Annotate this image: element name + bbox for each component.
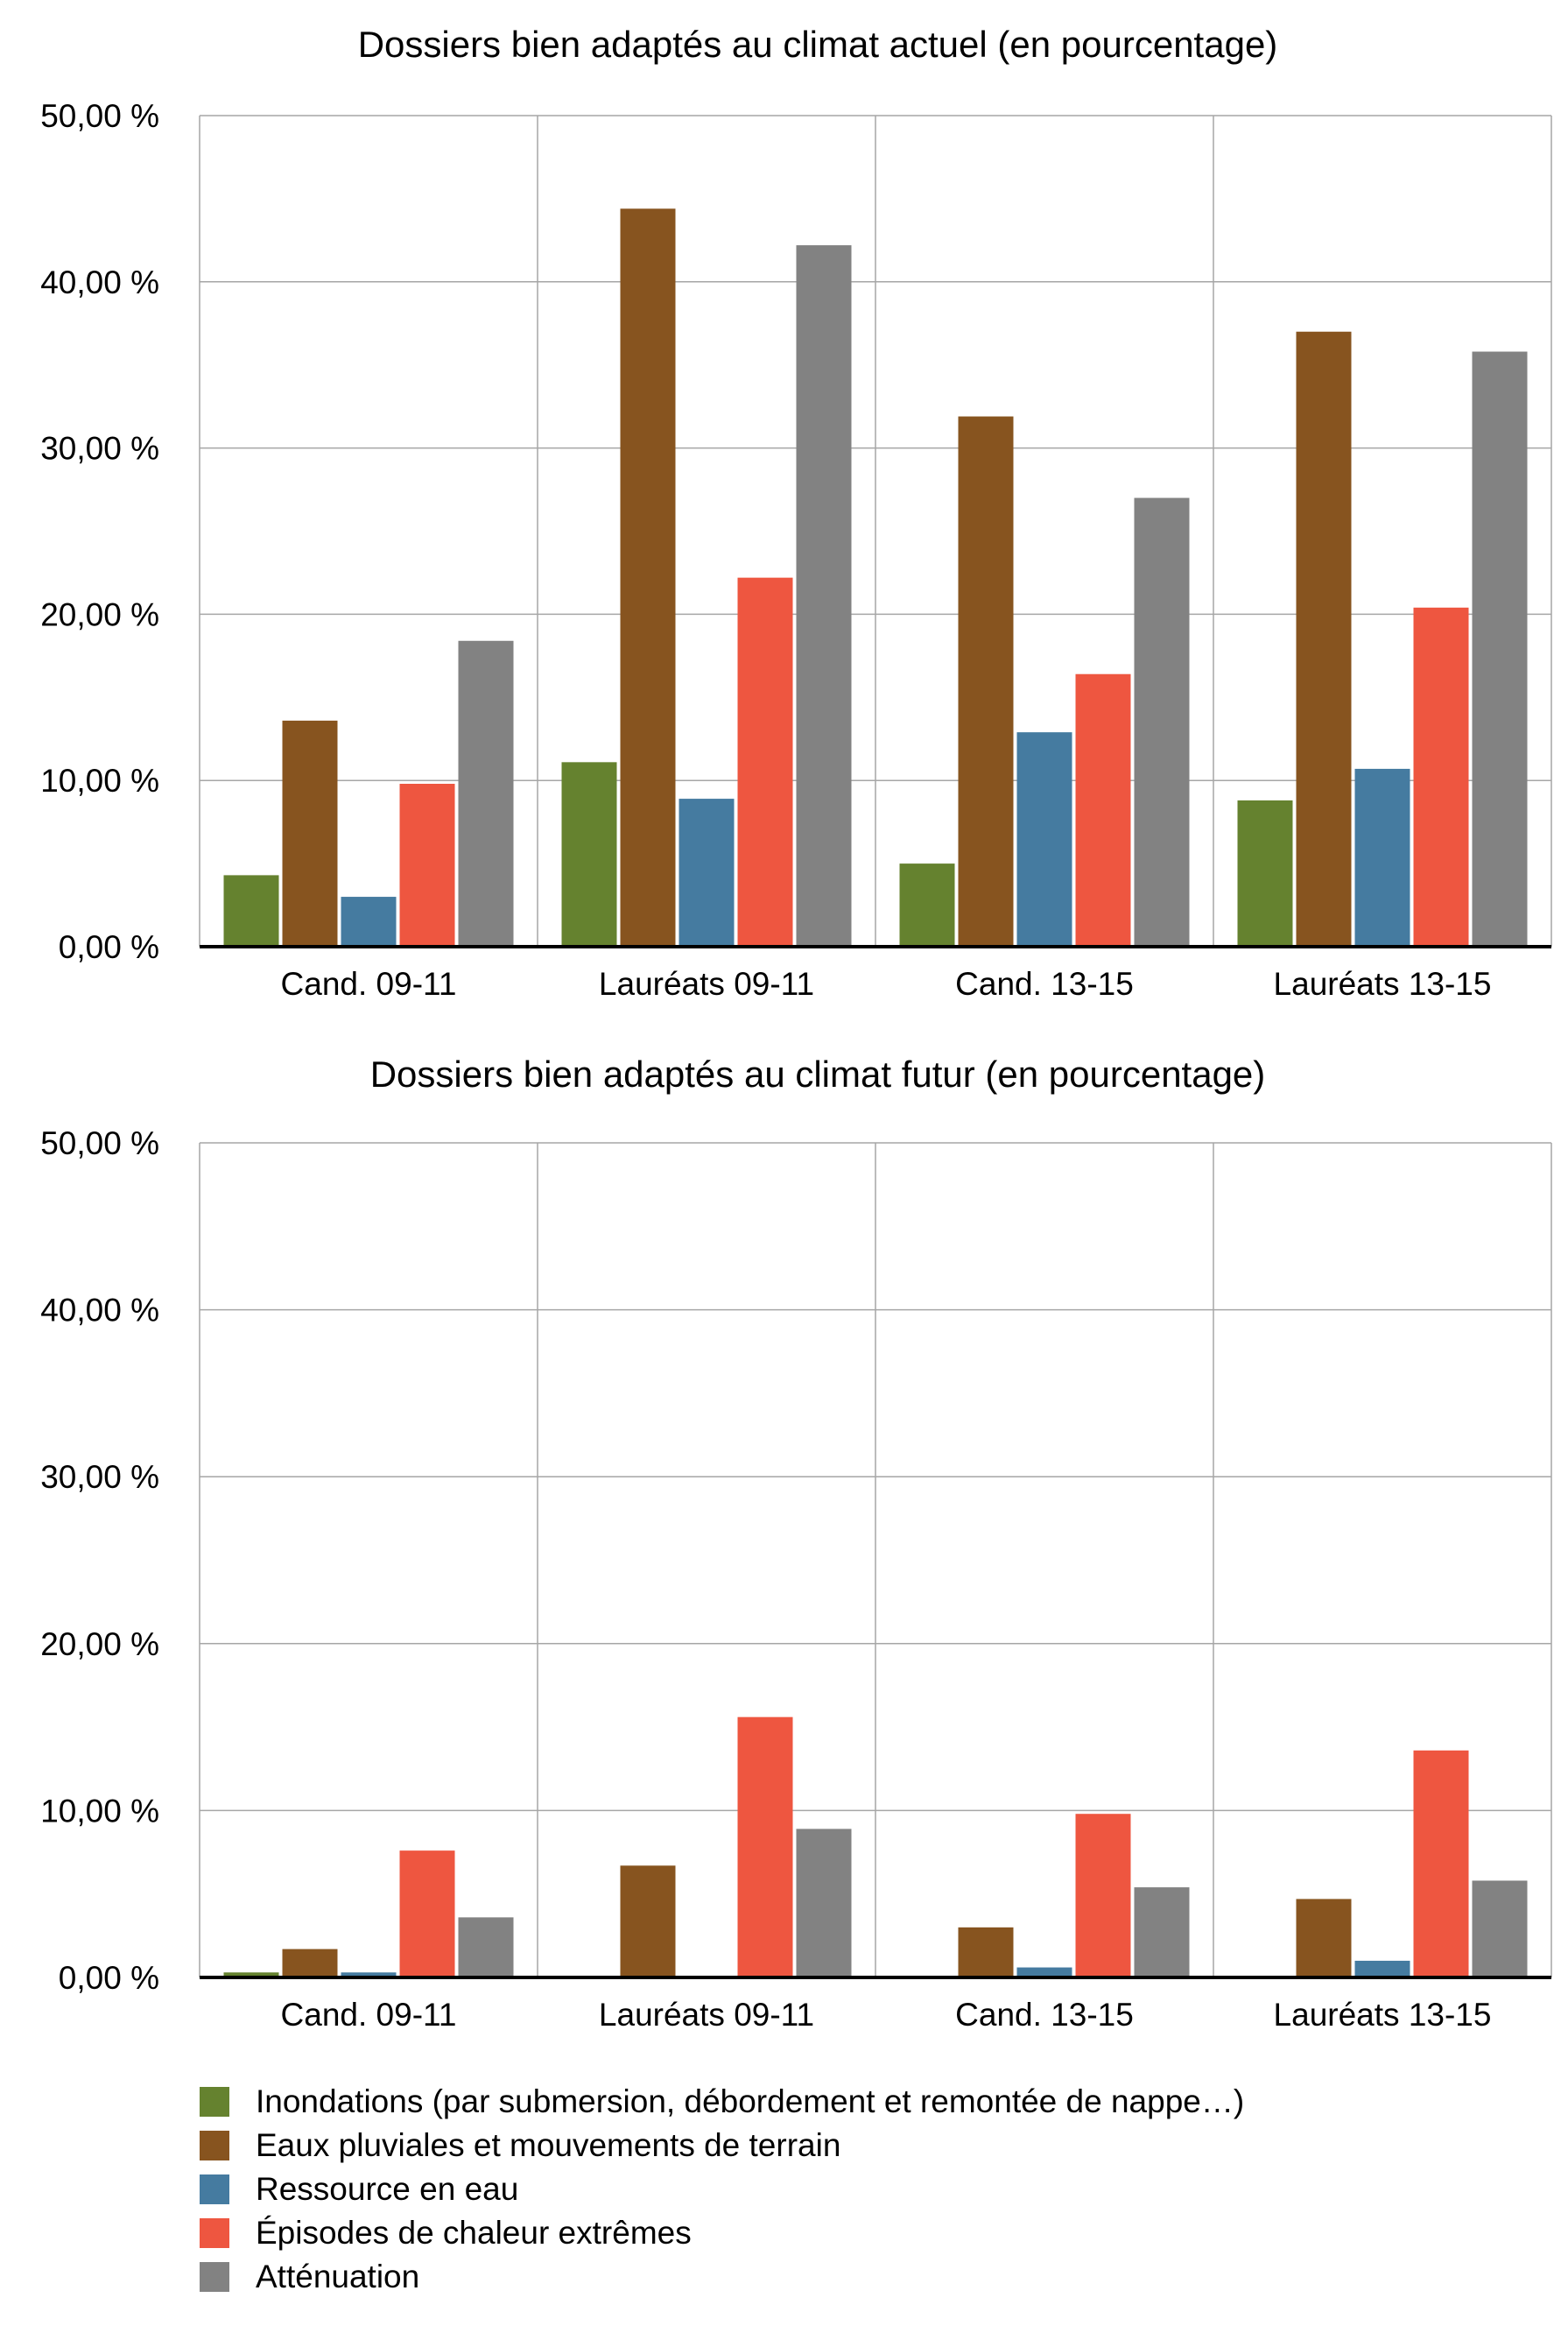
legend-label-attenuation: Atténuation: [256, 2259, 420, 2294]
chart1-y-tick-label: 20,00 %: [40, 596, 159, 632]
chart1-bar-cand-09-11-series-4: [399, 783, 455, 947]
legend-item-eaux-pluviales: Eaux pluviales et mouvements de terrain: [200, 2124, 1244, 2167]
chart2-bar-laureats-09-11-series-2: [620, 1865, 676, 1977]
chart1-bar-laureats-13-15-series-1: [1237, 800, 1293, 947]
legend-swatch-attenuation: [200, 2262, 229, 2292]
chart1-y-tick-label: 30,00 %: [40, 431, 159, 467]
chart2-bar-laureats-13-15-series-5: [1472, 1880, 1528, 1977]
chart2-bar-cand-09-11-series-1: [223, 1972, 279, 1977]
chart1-bar-cand-13-15-series-2: [958, 416, 1014, 948]
chart2-y-tick-label: 0,00 %: [59, 1960, 159, 1996]
legend-item-attenuation: Atténuation: [200, 2255, 1244, 2299]
chart2-x-category-label: Lauréats 09-11: [599, 1997, 814, 2033]
chart1-bar-cand-09-11-series-1: [223, 875, 279, 947]
chart1-x-category-label: Lauréats 09-11: [599, 966, 814, 1002]
chart1-bar-laureats-09-11-series-2: [620, 208, 676, 948]
chart2-y-tick-label: 50,00 %: [40, 1125, 159, 1161]
chart1-y-tick-label: 40,00 %: [40, 264, 159, 300]
chart1-bar-cand-09-11-series-2: [282, 720, 338, 947]
legend-swatch-inondations: [200, 2087, 229, 2117]
chart1-bar-laureats-13-15-series-5: [1472, 351, 1528, 947]
chart1-bar-laureats-09-11-series-1: [561, 762, 617, 947]
chart1-y-tick-label: 10,00 %: [40, 763, 159, 799]
chart1-bar-laureats-13-15-series-2: [1296, 331, 1352, 947]
chart1-bar-cand-13-15-series-1: [899, 863, 955, 947]
chart2-x-category-label: Cand. 13-15: [955, 1997, 1134, 2033]
chart1-bar-cand-13-15-series-3: [1016, 732, 1072, 947]
chart1-y-tick-label: 50,00 %: [40, 98, 159, 134]
chart2-bar-cand-13-15-series-5: [1134, 1887, 1190, 1977]
legend: Inondations (par submersion, débordement…: [200, 2080, 1244, 2299]
chart1-y-tick-label: 0,00 %: [59, 929, 159, 965]
legend-swatch-eaux-pluviales: [200, 2131, 229, 2160]
chart1-x-category-label: Cand. 09-11: [281, 966, 457, 1002]
legend-item-ressource-eau: Ressource en eau: [200, 2167, 1244, 2211]
legend-label-eaux-pluviales: Eaux pluviales et mouvements de terrain: [256, 2127, 841, 2163]
chart2-x-category-label: Lauréats 13-15: [1274, 1997, 1492, 2033]
chart1-bar-laureats-13-15-series-3: [1354, 768, 1410, 947]
chart2-bar-cand-13-15-series-3: [1016, 1967, 1072, 1977]
chart2-bar-laureats-13-15-series-3: [1354, 1960, 1410, 1977]
chart1-bar-cand-13-15-series-4: [1075, 673, 1131, 947]
chart2-bar-laureats-13-15-series-4: [1413, 1750, 1469, 1977]
chart2-y-tick-label: 10,00 %: [40, 1793, 159, 1829]
chart2-title: Dossiers bien adaptés au climat futur (e…: [370, 1054, 1266, 1095]
legend-swatch-chaleur: [200, 2218, 229, 2248]
legend-item-inondations: Inondations (par submersion, débordement…: [200, 2080, 1244, 2124]
legend-label-chaleur: Épisodes de chaleur extrêmes: [256, 2215, 692, 2251]
chart2-bar-cand-09-11-series-2: [282, 1949, 338, 1977]
legend-swatch-ressource-eau: [200, 2174, 229, 2204]
chart2-bar-cand-09-11-series-5: [458, 1917, 514, 1977]
chart2-bar-cand-13-15-series-2: [958, 1927, 1014, 1977]
chart2-bar-laureats-09-11-series-4: [737, 1716, 793, 1977]
chart2-bar-cand-09-11-series-4: [399, 1850, 455, 1977]
chart1-bar-laureats-09-11-series-5: [796, 245, 852, 947]
chart1-bar-cand-13-15-series-5: [1134, 497, 1190, 947]
chart1-title: Dossiers bien adaptés au climat actuel (…: [358, 24, 1278, 65]
chart1-bar-laureats-13-15-series-4: [1413, 607, 1469, 947]
chart2-bar-laureats-09-11-series-5: [796, 1829, 852, 1977]
chart1-x-category-label: Lauréats 13-15: [1274, 966, 1492, 1002]
legend-label-inondations: Inondations (par submersion, débordement…: [256, 2083, 1245, 2119]
chart2-bar-laureats-13-15-series-2: [1296, 1899, 1352, 1977]
chart2-bar-cand-09-11-series-3: [341, 1972, 397, 1977]
legend-item-chaleur: Épisodes de chaleur extrêmes: [200, 2211, 1244, 2255]
chart1-x-category-label: Cand. 13-15: [955, 966, 1134, 1002]
chart1-bar-laureats-09-11-series-3: [679, 799, 735, 947]
legend-label-ressource-eau: Ressource en eau: [256, 2171, 519, 2207]
chart1-bar-laureats-09-11-series-4: [737, 577, 793, 947]
chart2-y-tick-label: 40,00 %: [40, 1293, 159, 1329]
chart1-bar-cand-09-11-series-3: [341, 897, 397, 947]
chart2-x-category-label: Cand. 09-11: [281, 1997, 457, 2033]
chart2-y-tick-label: 20,00 %: [40, 1626, 159, 1662]
chart2-y-tick-label: 30,00 %: [40, 1459, 159, 1495]
chart1-bar-cand-09-11-series-5: [458, 640, 514, 947]
chart2-bar-cand-13-15-series-4: [1075, 1814, 1131, 1977]
